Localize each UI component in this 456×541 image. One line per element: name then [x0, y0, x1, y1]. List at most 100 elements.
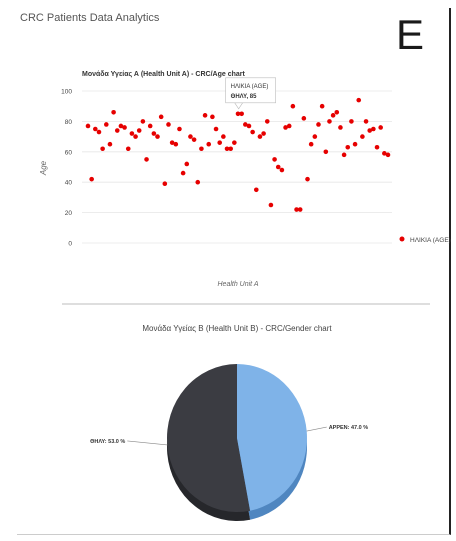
scatter-point[interactable] — [158, 114, 164, 120]
scatter-point[interactable] — [224, 146, 230, 152]
scatter-point[interactable] — [93, 126, 98, 132]
scatter-point[interactable] — [374, 144, 380, 150]
scatter-point[interactable] — [107, 141, 113, 147]
pie-slices — [167, 364, 308, 521]
scatter-point[interactable] — [114, 128, 120, 133]
scatter-point[interactable] — [177, 126, 182, 132]
scatter-point[interactable] — [129, 131, 135, 136]
panel-title: CRC Patients Data Analytics — [20, 12, 160, 24]
scatter-point[interactable] — [264, 119, 270, 124]
scatter-point[interactable] — [133, 134, 138, 139]
scatter-point[interactable] — [246, 123, 252, 129]
scatter-point[interactable] — [228, 146, 233, 152]
scatter-point[interactable] — [345, 144, 351, 150]
pie-label-female: ΘΗΛΥ: 53.0 % — [90, 439, 125, 445]
scatter-point[interactable] — [151, 131, 157, 136]
scatter-point[interactable] — [85, 123, 91, 129]
legend-label: ΗΛΙΚΙΑ (AGE) — [410, 237, 451, 244]
tooltip-value: ΘΗΛΥ, 85 — [231, 94, 257, 100]
scatter-point[interactable] — [199, 146, 204, 152]
scatter-point[interactable] — [279, 167, 285, 173]
scatter-point[interactable] — [122, 125, 127, 130]
scatter-title: Μονάδα Υγείας Α (Health Unit A) - CRC/Ag… — [82, 71, 245, 78]
scatter-point[interactable] — [96, 129, 102, 135]
scatter-point[interactable] — [327, 119, 332, 124]
scatter-point[interactable] — [257, 134, 263, 139]
scatter-point[interactable] — [125, 146, 131, 152]
scatter-point[interactable] — [144, 157, 149, 162]
data-point-tooltip: ΗΛΙΚΙΑ (AGE) ΘΗΛΥ, 85 — [225, 77, 276, 110]
scatter-point[interactable] — [378, 125, 383, 130]
scatter-point[interactable] — [136, 128, 142, 133]
scatter-point[interactable] — [286, 123, 292, 129]
pie-leader-male — [306, 426, 327, 432]
scatter-point[interactable] — [140, 119, 146, 124]
scatter-y-tick-label: 40 — [65, 180, 73, 187]
scatter-point[interactable] — [239, 111, 244, 117]
scatter-point[interactable] — [360, 134, 365, 139]
scatter-point[interactable] — [268, 202, 274, 208]
scatter-point[interactable] — [169, 140, 175, 145]
scatter-point[interactable] — [371, 126, 376, 132]
scatter-point[interactable] — [232, 140, 237, 145]
scatter-point[interactable] — [341, 152, 347, 158]
scatter-point[interactable] — [188, 134, 193, 139]
pie-leader-female — [127, 440, 168, 446]
scatter-point[interactable] — [338, 125, 343, 130]
scatter-point[interactable] — [352, 141, 358, 147]
scatter-point[interactable] — [173, 141, 179, 147]
scatter-point[interactable] — [162, 181, 168, 187]
scatter-point[interactable] — [202, 113, 208, 118]
scatter-point[interactable] — [210, 114, 215, 120]
scatter-point[interactable] — [290, 103, 296, 109]
scatter-point[interactable] — [319, 103, 325, 109]
scatter-point[interactable] — [217, 140, 223, 145]
gender-pie-chart: Μονάδα Υγείας Β (Health Unit B) - CRC/Ge… — [90, 324, 368, 521]
scatter-point[interactable] — [356, 97, 362, 103]
scatter-point[interactable] — [312, 134, 318, 139]
scatter-point[interactable] — [283, 125, 288, 130]
scatter-point[interactable] — [305, 176, 310, 182]
scatter-point[interactable] — [250, 129, 255, 135]
scatter-point[interactable] — [243, 122, 248, 127]
scatter-point[interactable] — [184, 161, 190, 167]
scatter-point[interactable] — [118, 123, 124, 129]
scatter-point[interactable] — [235, 111, 241, 117]
scatter-point[interactable] — [261, 131, 266, 136]
scatter-point[interactable] — [191, 137, 197, 142]
scatter-point[interactable] — [363, 119, 369, 124]
scatter-point[interactable] — [89, 176, 94, 182]
scatter-point[interactable] — [166, 122, 171, 127]
scatter-point[interactable] — [100, 146, 105, 152]
scatter-point[interactable] — [195, 179, 201, 185]
scatter-point[interactable] — [334, 109, 340, 115]
scatter-point[interactable] — [385, 152, 391, 158]
scatter-y-tick-label: 60 — [65, 149, 73, 156]
scatter-points — [85, 97, 391, 212]
scatter-point[interactable] — [294, 207, 299, 212]
scatter-point[interactable] — [111, 109, 116, 115]
scatter-point[interactable] — [221, 134, 226, 139]
scatter-point[interactable] — [103, 122, 109, 127]
scatter-point[interactable] — [301, 116, 307, 121]
scatter-point[interactable] — [155, 134, 160, 139]
scatter-point[interactable] — [272, 157, 277, 162]
pie-slice-female[interactable] — [167, 364, 251, 513]
scatter-point[interactable] — [367, 128, 373, 133]
scatter-point[interactable] — [349, 119, 354, 124]
pie-slice-male[interactable] — [237, 364, 308, 511]
scatter-point[interactable] — [206, 141, 212, 147]
scatter-point[interactable] — [382, 151, 387, 156]
tooltip-pointer — [234, 102, 244, 110]
scatter-point[interactable] — [253, 187, 259, 193]
scatter-point[interactable] — [180, 170, 186, 176]
scatter-point[interactable] — [147, 123, 153, 129]
scatter-point[interactable] — [323, 149, 329, 155]
scatter-point[interactable] — [213, 126, 219, 132]
scatter-point[interactable] — [275, 164, 281, 170]
scatter-point[interactable] — [330, 113, 336, 118]
scatter-point[interactable] — [297, 207, 303, 212]
scatter-point[interactable] — [308, 141, 314, 147]
scatter-point[interactable] — [316, 122, 321, 127]
scatter-legend[interactable]: ΗΛΙΚΙΑ (AGE) — [399, 236, 451, 245]
